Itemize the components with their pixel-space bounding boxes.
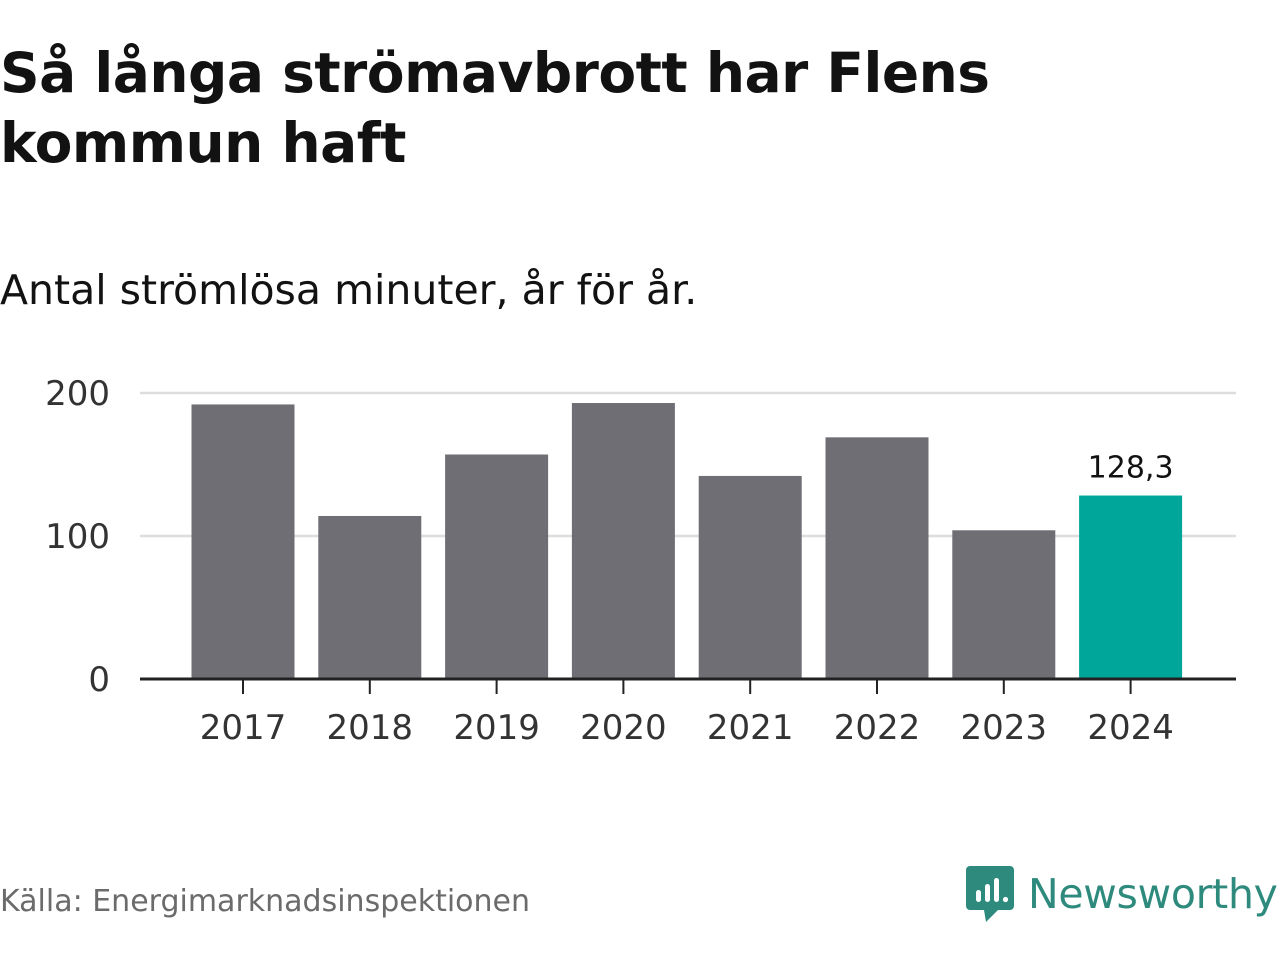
y-tick-label: 200 (45, 374, 110, 414)
x-tick-label: 2018 (327, 708, 414, 748)
data-label: 128,3 (1088, 451, 1174, 486)
bar (571, 403, 675, 679)
chart-title: Så långa strömavbrott har Flens kommun h… (0, 41, 990, 175)
chart-subtitle: Antal strömlösa minuter, år för år. (0, 266, 698, 314)
x-tick-label: 2017 (200, 708, 287, 748)
bar (318, 515, 422, 679)
x-tick-label: 2020 (580, 708, 667, 748)
x-tick-label: 2022 (834, 708, 921, 748)
bar (698, 475, 802, 679)
x-tick-label: 2021 (707, 708, 794, 748)
bar (1079, 495, 1183, 679)
source-note: Källa: Energimarknadsinspektionen (0, 884, 531, 919)
bar (445, 454, 549, 679)
brand-name: Newsworthy (1028, 870, 1278, 918)
bar (952, 530, 1056, 679)
x-tick-label: 2024 (1087, 708, 1174, 748)
x-tick-label: 2019 (453, 708, 540, 748)
y-tick-label: 0 (88, 660, 110, 700)
bar-chart: 0 100 200 2017 2018 2019 2020 2021 2022 2023 2024 1… (45, 374, 1236, 748)
y-tick-label: 100 (45, 517, 110, 557)
bar (191, 404, 295, 679)
bar (825, 437, 929, 679)
x-tick-label: 2023 (961, 708, 1048, 748)
newsworthy-logo-icon (966, 866, 1014, 922)
brand-logo: Newsworthy (964, 864, 1278, 924)
